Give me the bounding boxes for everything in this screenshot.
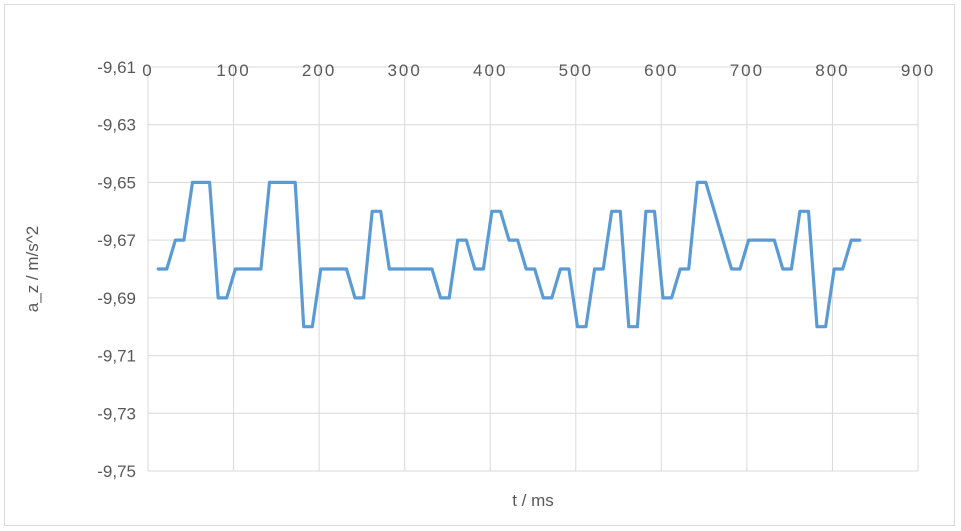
x-tick-label: 600 — [644, 61, 678, 80]
x-tick-label: 400 — [473, 61, 507, 80]
x-tick-label: 100 — [216, 61, 250, 80]
y-tick-label: -9,69 — [97, 289, 136, 308]
x-tick-label: 0 — [142, 61, 153, 80]
y-tick-label: -9,65 — [97, 173, 136, 192]
x-tick-label: 200 — [302, 61, 336, 80]
y-tick-label: -9,75 — [97, 462, 136, 481]
y-tick-label: -9,73 — [97, 404, 136, 423]
x-tick-label: 800 — [815, 61, 849, 80]
y-tick-label: -9,67 — [97, 231, 136, 250]
y-tick-label: -9,71 — [97, 347, 136, 366]
y-axis-title: a_z / m/s^2 — [23, 226, 42, 312]
x-tick-label: 500 — [559, 61, 593, 80]
x-tick-label: 300 — [387, 61, 421, 80]
series-line — [156, 180, 862, 329]
x-tick-label: 700 — [730, 61, 764, 80]
y-tick-label: -9,61 — [97, 58, 136, 77]
y-tick-label: -9,63 — [97, 116, 136, 135]
chart-area — [4, 4, 955, 526]
x-tick-label: 900 — [901, 61, 935, 80]
x-axis-title: t / ms — [512, 491, 554, 510]
